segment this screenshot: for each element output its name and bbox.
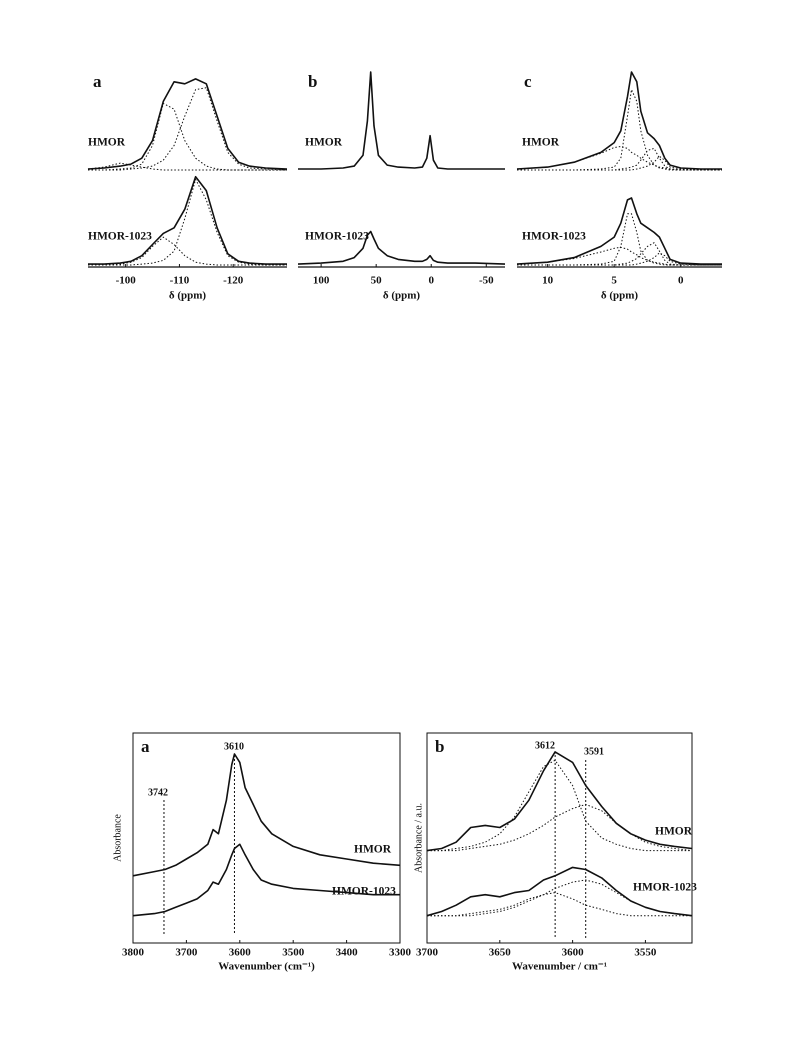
component-curve (88, 236, 287, 266)
x-tick-label: 3700 (175, 947, 198, 959)
spectrum-line (516, 197, 722, 265)
marker-label: 3591 (584, 746, 604, 757)
x-tick-label: 3400 (336, 947, 359, 959)
component-curve (517, 213, 722, 266)
x-tick-label: 50 (371, 275, 383, 287)
panel-letter: a (141, 737, 150, 756)
x-tick-label: 3600 (229, 947, 252, 959)
series-label: HMOR (354, 844, 392, 856)
x-tick-label: 3650 (489, 947, 512, 959)
component-curve (427, 759, 692, 852)
x-tick-label: 0 (678, 275, 684, 287)
series-label: HMOR-1023 (305, 231, 369, 243)
panel-letter: c (524, 72, 532, 91)
x-tick-label: -110 (170, 275, 190, 287)
x-axis-label: δ (ppm) (383, 290, 421, 302)
x-tick-label: 3700 (416, 947, 439, 959)
spectrum-line (426, 751, 693, 852)
x-tick-label: 3600 (562, 947, 585, 959)
spectrum-line (87, 78, 288, 170)
x-tick-label: -100 (116, 275, 137, 287)
x-tick-label: 3300 (389, 947, 412, 959)
x-tick-label: -50 (479, 275, 494, 287)
x-tick-label: 10 (542, 275, 554, 287)
x-axis-label: Wavenumber (cm⁻¹) (218, 961, 315, 973)
y-axis-label: Absorbance / a.u. (413, 803, 424, 873)
x-tick-label: 3500 (282, 947, 305, 959)
series-label: HMOR-1023 (332, 886, 396, 898)
series-label: HMOR (655, 826, 693, 838)
x-tick-label: 5 (611, 275, 617, 287)
x-axis-label: δ (ppm) (601, 290, 639, 302)
spectrum-line (88, 175, 287, 265)
x-tick-label: -120 (223, 275, 244, 287)
component-curve (427, 892, 692, 917)
component-curve (517, 89, 722, 171)
spectrum-line (132, 843, 400, 917)
panel-letter: b (308, 72, 317, 91)
component-curve (427, 803, 693, 852)
series-label: HMOR (88, 137, 126, 149)
x-tick-label: 100 (313, 275, 330, 287)
x-tick-label: 3800 (122, 947, 145, 959)
component-curve (88, 178, 287, 266)
series-label: HMOR-1023 (88, 231, 152, 243)
spectrum-line (298, 71, 505, 170)
marker-label: 3612 (535, 740, 555, 751)
series-label: HMOR (305, 137, 343, 149)
component-curve (87, 162, 287, 171)
spectrum-line (132, 753, 401, 877)
plot-frame (132, 732, 401, 944)
series-label: HMOR-1023 (522, 231, 586, 243)
component-curve (517, 147, 722, 171)
marker-label: 3742 (148, 787, 168, 798)
spectrum-line (297, 230, 506, 265)
plot-frame (426, 732, 693, 944)
x-axis-label: Wavenumber / cm⁻¹ (512, 961, 607, 973)
series-label: HMOR (522, 137, 560, 149)
series-label: HMOR-1023 (633, 882, 697, 894)
marker-label: 3610 (224, 741, 244, 752)
y-axis-label: Absorbance (112, 814, 123, 862)
x-tick-label: 0 (428, 275, 434, 287)
panel-letter: a (93, 72, 102, 91)
x-axis-label: δ (ppm) (169, 290, 207, 302)
spectrum-line (516, 71, 722, 170)
component-curve (517, 252, 722, 266)
component-curve (88, 87, 288, 171)
x-tick-label: 3550 (634, 947, 657, 959)
panel-letter: b (435, 737, 444, 756)
